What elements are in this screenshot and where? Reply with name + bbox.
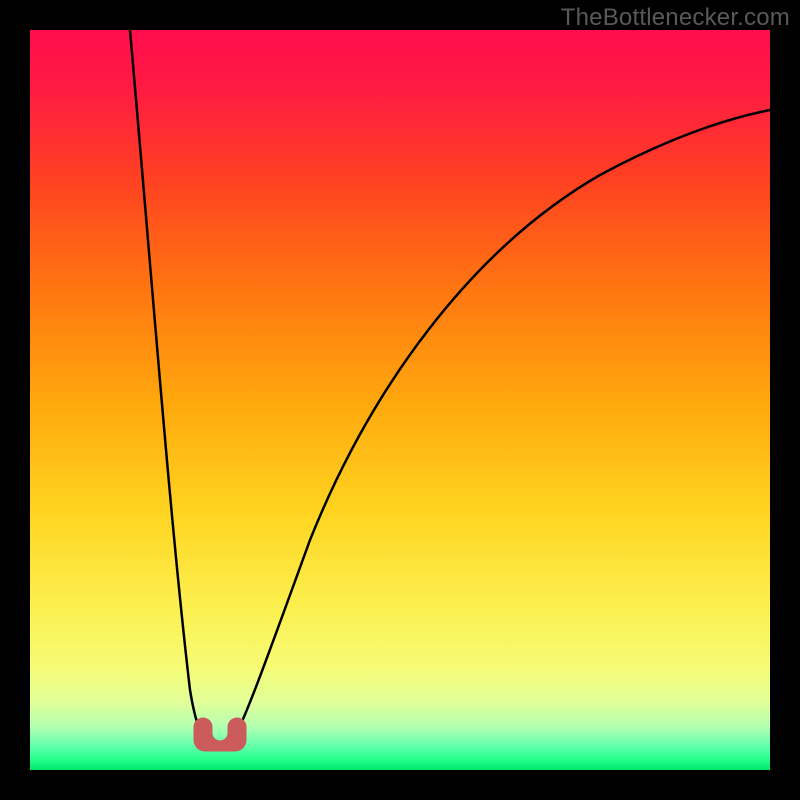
watermark-label: TheBottlenecker.com: [561, 4, 790, 32]
chart-container: TheBottlenecker.com: [0, 0, 800, 800]
chart-svg: [0, 0, 800, 800]
gradient-background: [30, 30, 770, 770]
